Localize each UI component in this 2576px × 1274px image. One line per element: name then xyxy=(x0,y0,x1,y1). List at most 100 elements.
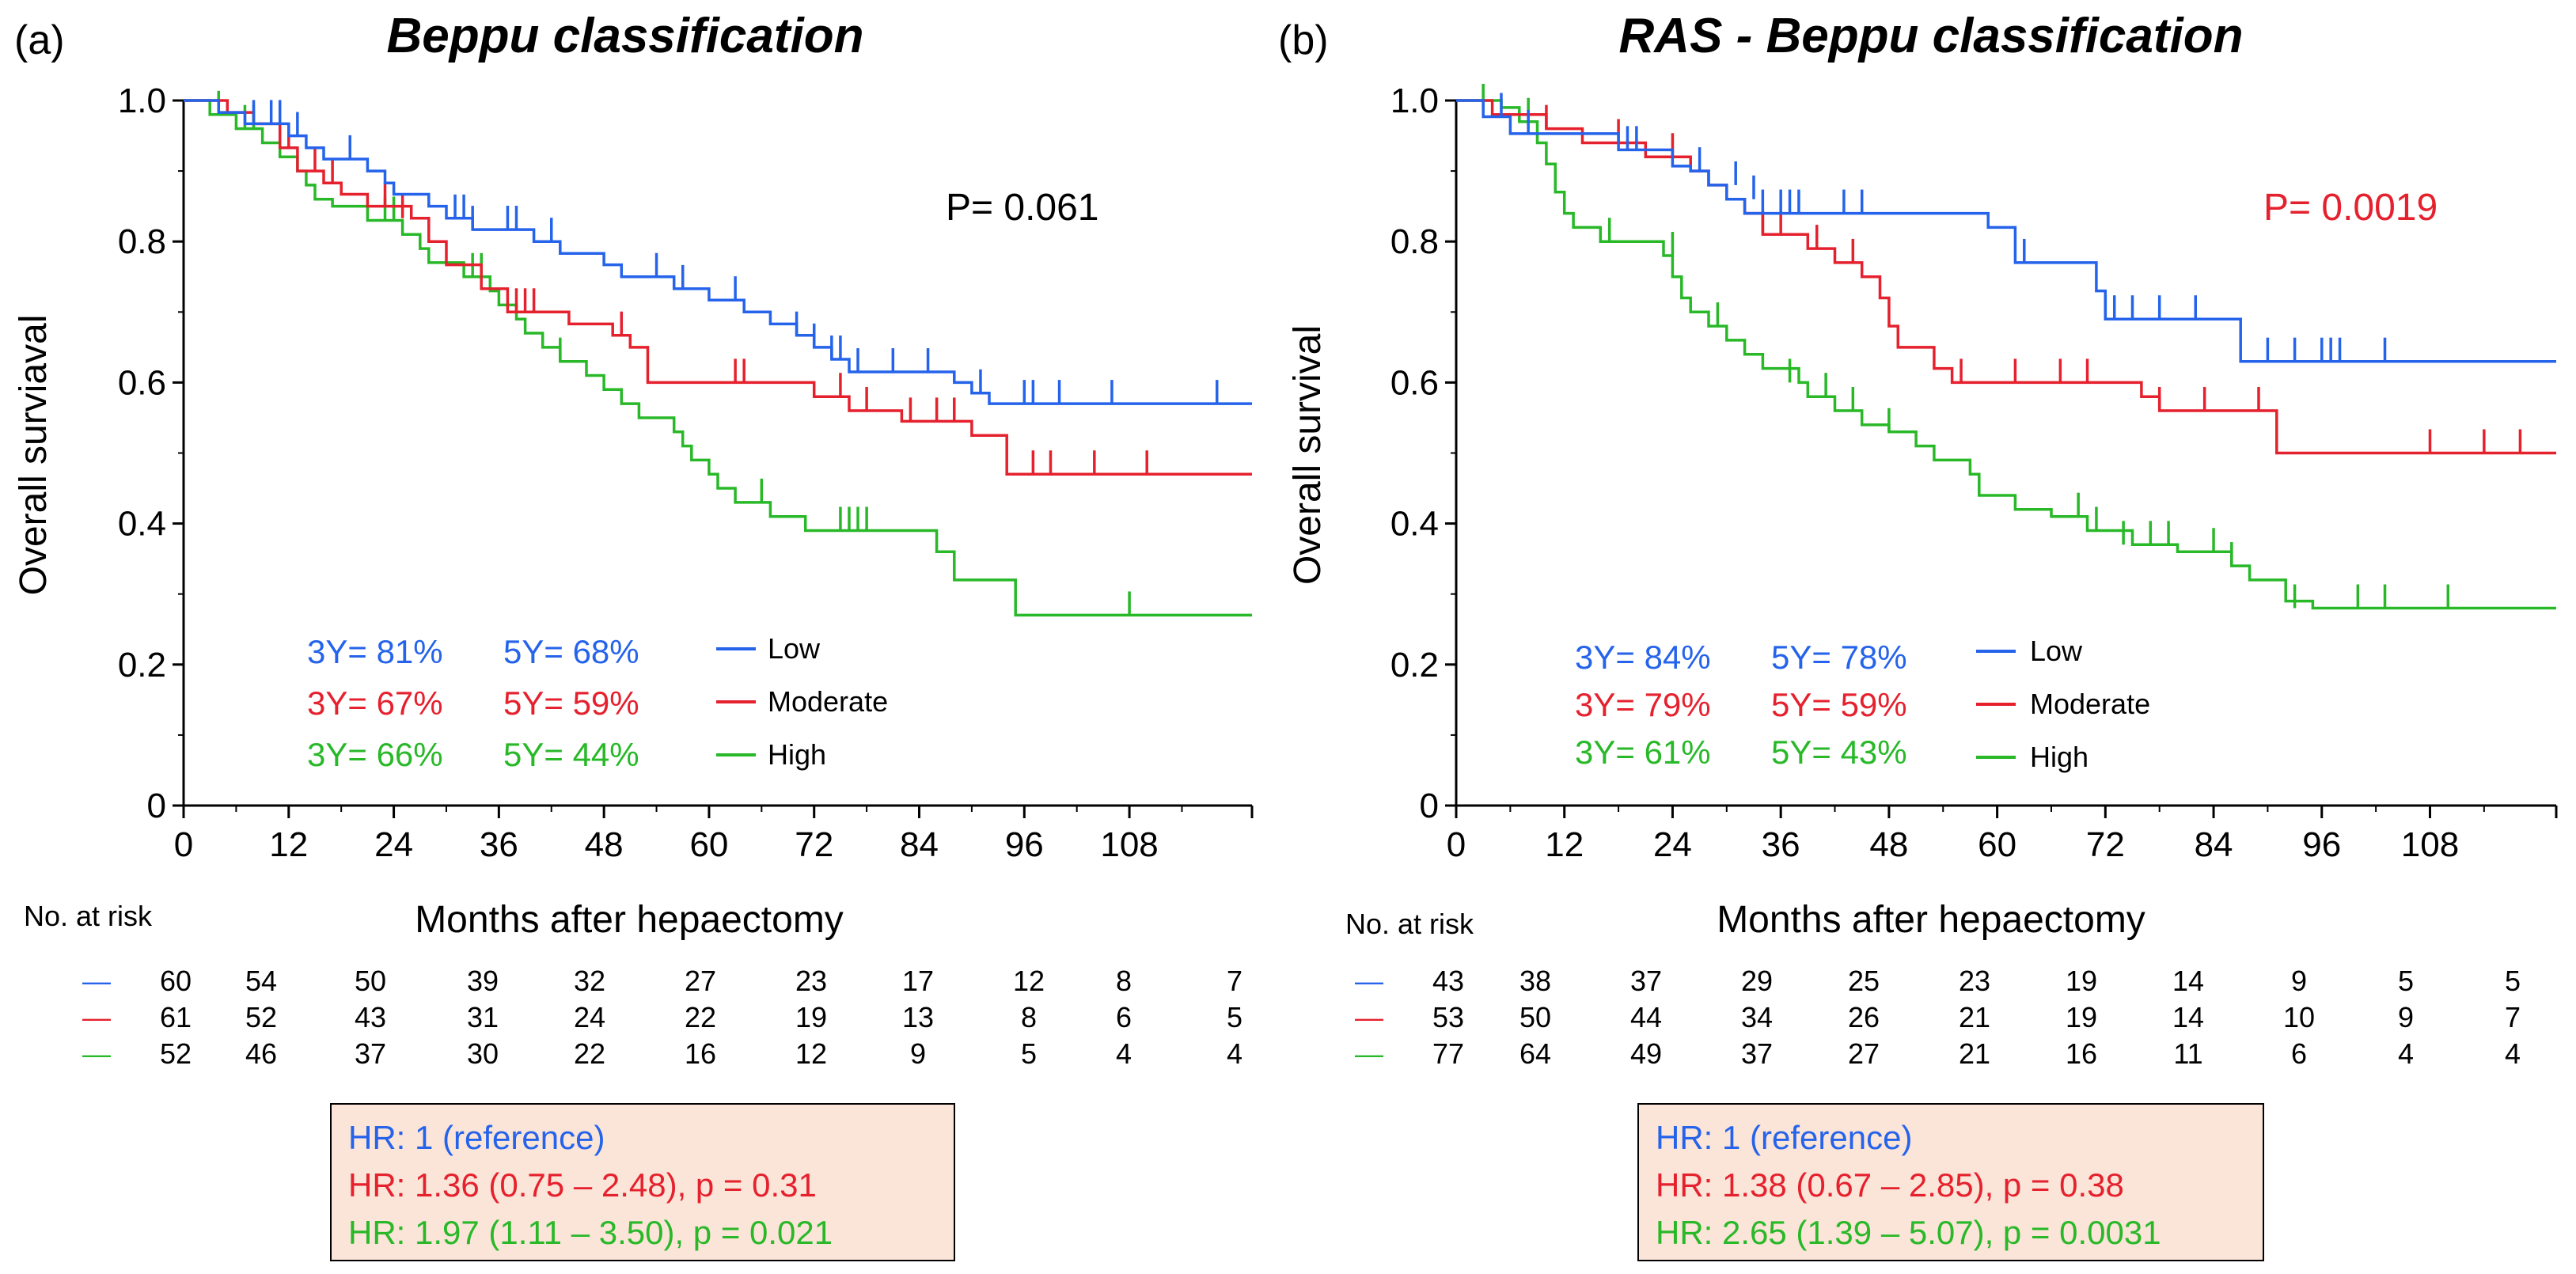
risk-cell-high-a: 4 xyxy=(1227,1037,1242,1070)
risk-cell-high-a: 22 xyxy=(574,1037,605,1070)
legend-label-moderate-a: Moderate xyxy=(768,685,888,718)
rate-5y-high-a: 5Y= 44% xyxy=(503,736,639,773)
km-curve-high-a xyxy=(184,99,1252,617)
risk-cell-low-b: 37 xyxy=(1630,965,1662,997)
rate-5y-low-b: 5Y= 78% xyxy=(1771,639,1907,676)
risk-cell-low-b: 29 xyxy=(1741,965,1773,997)
risk-cell-high-a: 52 xyxy=(160,1037,192,1070)
rate-5y-moderate-a: 5Y= 59% xyxy=(503,684,639,722)
y-tick-label-b: 1.0 xyxy=(1390,82,1439,120)
risk-cell-moderate-a: 8 xyxy=(1021,1001,1037,1033)
risk-cell-moderate-a: 24 xyxy=(574,1001,605,1033)
x-tick-label-a: 96 xyxy=(1005,825,1044,864)
risk-cell-moderate-b: 34 xyxy=(1741,1001,1773,1033)
plot-area-a: 0 0.2 0.4 0.6 0.8 1.0 0 12 24 36 48 60 72 84 96 108 xyxy=(118,82,1254,864)
risk-cell-high-a: 30 xyxy=(467,1037,499,1070)
legend-label-low-b: Low xyxy=(2030,635,2083,667)
legend-label-low-a: Low xyxy=(768,632,821,665)
risk-cell-low-a: 60 xyxy=(160,965,192,997)
risk-row-marker-moderate-a: — xyxy=(82,1001,111,1033)
x-tick-label-a: 84 xyxy=(900,825,939,864)
rate-5y-low-a: 5Y= 68% xyxy=(503,633,639,670)
risk-cell-moderate-a: 61 xyxy=(160,1001,192,1033)
risk-cell-low-a: 39 xyxy=(467,965,499,997)
y-tick-label-b: 0 xyxy=(1420,787,1439,825)
risk-cell-moderate-a: 22 xyxy=(685,1001,716,1033)
rate-5y-high-b: 5Y= 43% xyxy=(1771,734,1907,771)
risk-table-b: —43 38 37 29 25 23 19 14 9 5 5— 53 50 44 34 26 21 19 14 10 9… xyxy=(1355,965,2521,1070)
risk-cell-low-b: 5 xyxy=(2398,965,2414,997)
y-tick-label-a: 1.0 xyxy=(118,82,166,120)
risk-cell-high-a: 9 xyxy=(910,1037,926,1070)
risk-cell-moderate-a: 43 xyxy=(355,1001,386,1033)
rate-3y-low-a: 3Y= 81% xyxy=(307,633,443,670)
x-tick-label-b: 12 xyxy=(1545,825,1584,864)
risk-cell-moderate-b: 21 xyxy=(1959,1001,1990,1033)
km-curve-high-b xyxy=(1456,99,2556,610)
p-value-a: P= 0.061 xyxy=(946,187,1099,229)
risk-cell-moderate-b: 9 xyxy=(2398,1001,2414,1033)
hr-line-high-b: HR: 2.65 (1.39 – 5.07), p = 0.0031 xyxy=(1656,1214,2161,1251)
x-tick-label-b: 96 xyxy=(2302,825,2341,864)
risk-cell-moderate-b: 19 xyxy=(2066,1001,2097,1033)
risk-cell-moderate-a: 6 xyxy=(1116,1001,1132,1033)
km-curve-moderate-b xyxy=(1456,99,2556,455)
x-tick-label-b: 84 xyxy=(2195,825,2233,864)
x-tick-label-a: 108 xyxy=(1100,825,1158,864)
y-axis-title-b: Overall survival xyxy=(1287,325,1329,585)
risk-table-a: —60 54 50 39 32 27 23 17 12 8 7— 61 52 43 31 24 22 19 13 8 6… xyxy=(82,965,1242,1070)
y-tick-label-a: 0.8 xyxy=(118,222,166,261)
risk-cell-low-b: 43 xyxy=(1432,965,1464,997)
risk-cell-low-a: 7 xyxy=(1227,965,1242,997)
x-tick-label-a: 60 xyxy=(689,825,728,864)
legend-label-high-b: High xyxy=(2030,741,2088,773)
risk-cell-high-a: 4 xyxy=(1116,1037,1132,1070)
risk-cell-moderate-b: 10 xyxy=(2283,1001,2315,1033)
risk-cell-high-a: 16 xyxy=(685,1037,716,1070)
legend-b: Low Moderate High xyxy=(1976,635,2150,773)
y-tick-label-b: 0.2 xyxy=(1390,646,1439,684)
risk-cell-moderate-b: 50 xyxy=(1519,1001,1551,1033)
km-curve-low-b xyxy=(1456,99,2556,363)
x-tick-label-b: 48 xyxy=(1869,825,1908,864)
x-tick-label-a: 48 xyxy=(585,825,624,864)
rate-3y-high-a: 3Y= 66% xyxy=(307,736,443,773)
risk-cell-low-b: 23 xyxy=(1959,965,1990,997)
risk-cell-high-a: 5 xyxy=(1021,1037,1037,1070)
risk-cell-low-a: 8 xyxy=(1116,965,1132,997)
risk-cell-low-a: 12 xyxy=(1013,965,1045,997)
x-tick-label-b: 24 xyxy=(1653,825,1692,864)
hr-line-high-a: HR: 1.97 (1.11 – 3.50), p = 0.021 xyxy=(348,1214,833,1251)
hr-box-b xyxy=(1637,1103,2264,1261)
risk-cell-high-b: 11 xyxy=(2173,1037,2202,1070)
hr-line-low-b: HR: 1 (reference) xyxy=(1656,1119,1912,1156)
rate-3y-moderate-a: 3Y= 67% xyxy=(307,684,443,722)
risk-cell-low-b: 25 xyxy=(1848,965,1880,997)
legend-a: Low Moderate High xyxy=(716,632,888,771)
chart-title-a: Beppu classification xyxy=(387,9,864,63)
risk-cell-high-b: 49 xyxy=(1630,1037,1662,1070)
risk-cell-moderate-b: 7 xyxy=(2505,1001,2521,1033)
rate-5y-moderate-b: 5Y= 59% xyxy=(1771,686,1907,723)
risk-cell-low-b: 9 xyxy=(2291,965,2307,997)
x-tick-label-b: 72 xyxy=(2086,825,2125,864)
x-tick-label-b: 108 xyxy=(2401,825,2459,864)
risk-row-marker-moderate-b: — xyxy=(1355,1001,1383,1033)
risk-cell-high-b: 21 xyxy=(1959,1037,1990,1070)
risk-cell-low-b: 19 xyxy=(2066,965,2097,997)
risk-cell-low-a: 50 xyxy=(355,965,386,997)
legend-label-high-a: High xyxy=(768,738,826,771)
y-tick-label-b: 0.6 xyxy=(1390,363,1439,402)
x-tick-label-b: 60 xyxy=(1978,825,2016,864)
risk-cell-low-a: 32 xyxy=(574,965,605,997)
x-tick-label-a: 36 xyxy=(480,825,518,864)
x-tick-label-a: 0 xyxy=(174,825,193,864)
p-value-b: P= 0.0019 xyxy=(2263,187,2438,229)
risk-cell-moderate-b: 14 xyxy=(2172,1001,2204,1033)
risk-cell-high-b: 16 xyxy=(2066,1037,2097,1070)
risk-cell-moderate-a: 31 xyxy=(467,1001,499,1033)
risk-cell-low-b: 38 xyxy=(1519,965,1551,997)
panel-b: (b) RAS - Beppu classification 0 0.2 0.4 0.… xyxy=(1278,9,2558,1261)
risk-cell-low-a: 54 xyxy=(245,965,277,997)
x-axis-title-b: Months after hepaectomy xyxy=(1717,899,2145,941)
